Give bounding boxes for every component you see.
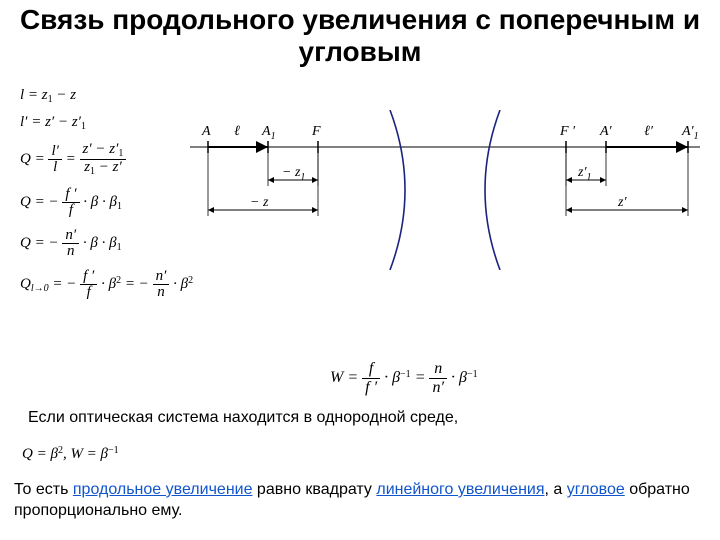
svg-text:A′1: A′1 — [681, 124, 699, 142]
svg-text:ℓ′: ℓ′ — [644, 124, 654, 139]
equations-column: l = z1 − z l′ = z′ − z′1 Q = l′l = z′ − … — [20, 88, 193, 310]
eq-Q-limit: Ql→0 = − f ′f · β2 = − n′n · β2 — [20, 269, 193, 300]
link-longitudinal[interactable]: продольное увеличение — [73, 481, 253, 498]
optical-diagram: AA1FF ′A′A′1ℓℓ′− z1− zz′1z′ — [190, 110, 700, 270]
eq-W: W = ff ′ · β−1 = nn′ · β−1 — [330, 360, 478, 397]
svg-text:F ′: F ′ — [559, 124, 576, 139]
svg-text:ℓ: ℓ — [234, 124, 240, 139]
link-angular[interactable]: угловое — [567, 481, 625, 498]
eq-Q-ratio: Q = l′l = z′ − z′1 z1 − z′ — [20, 142, 193, 177]
page-title: Связь продольного увеличения с поперечны… — [0, 0, 720, 68]
eq-l: l = z1 − z — [20, 88, 193, 105]
svg-text:z′: z′ — [617, 195, 627, 210]
svg-text:F: F — [311, 124, 321, 139]
eq-lprime: l′ = z′ − z′1 — [20, 115, 193, 132]
svg-text:− z: − z — [250, 195, 269, 210]
eq-homogeneous: Q = β2, W = β−1 — [22, 445, 119, 463]
eq-Q-f: Q = − f ′f · β · β1 — [20, 187, 193, 218]
eq-Q-n: Q = − n′n · β · β1 — [20, 228, 193, 259]
link-linear[interactable]: линейного увеличения — [376, 481, 544, 498]
svg-text:A′: A′ — [599, 124, 613, 139]
para-homogeneous: Если оптическая система находится в одно… — [28, 408, 548, 428]
svg-text:A1: A1 — [261, 124, 276, 142]
svg-text:A: A — [201, 124, 211, 139]
para-conclusion: То есть продольное увеличение равно квад… — [14, 480, 704, 522]
